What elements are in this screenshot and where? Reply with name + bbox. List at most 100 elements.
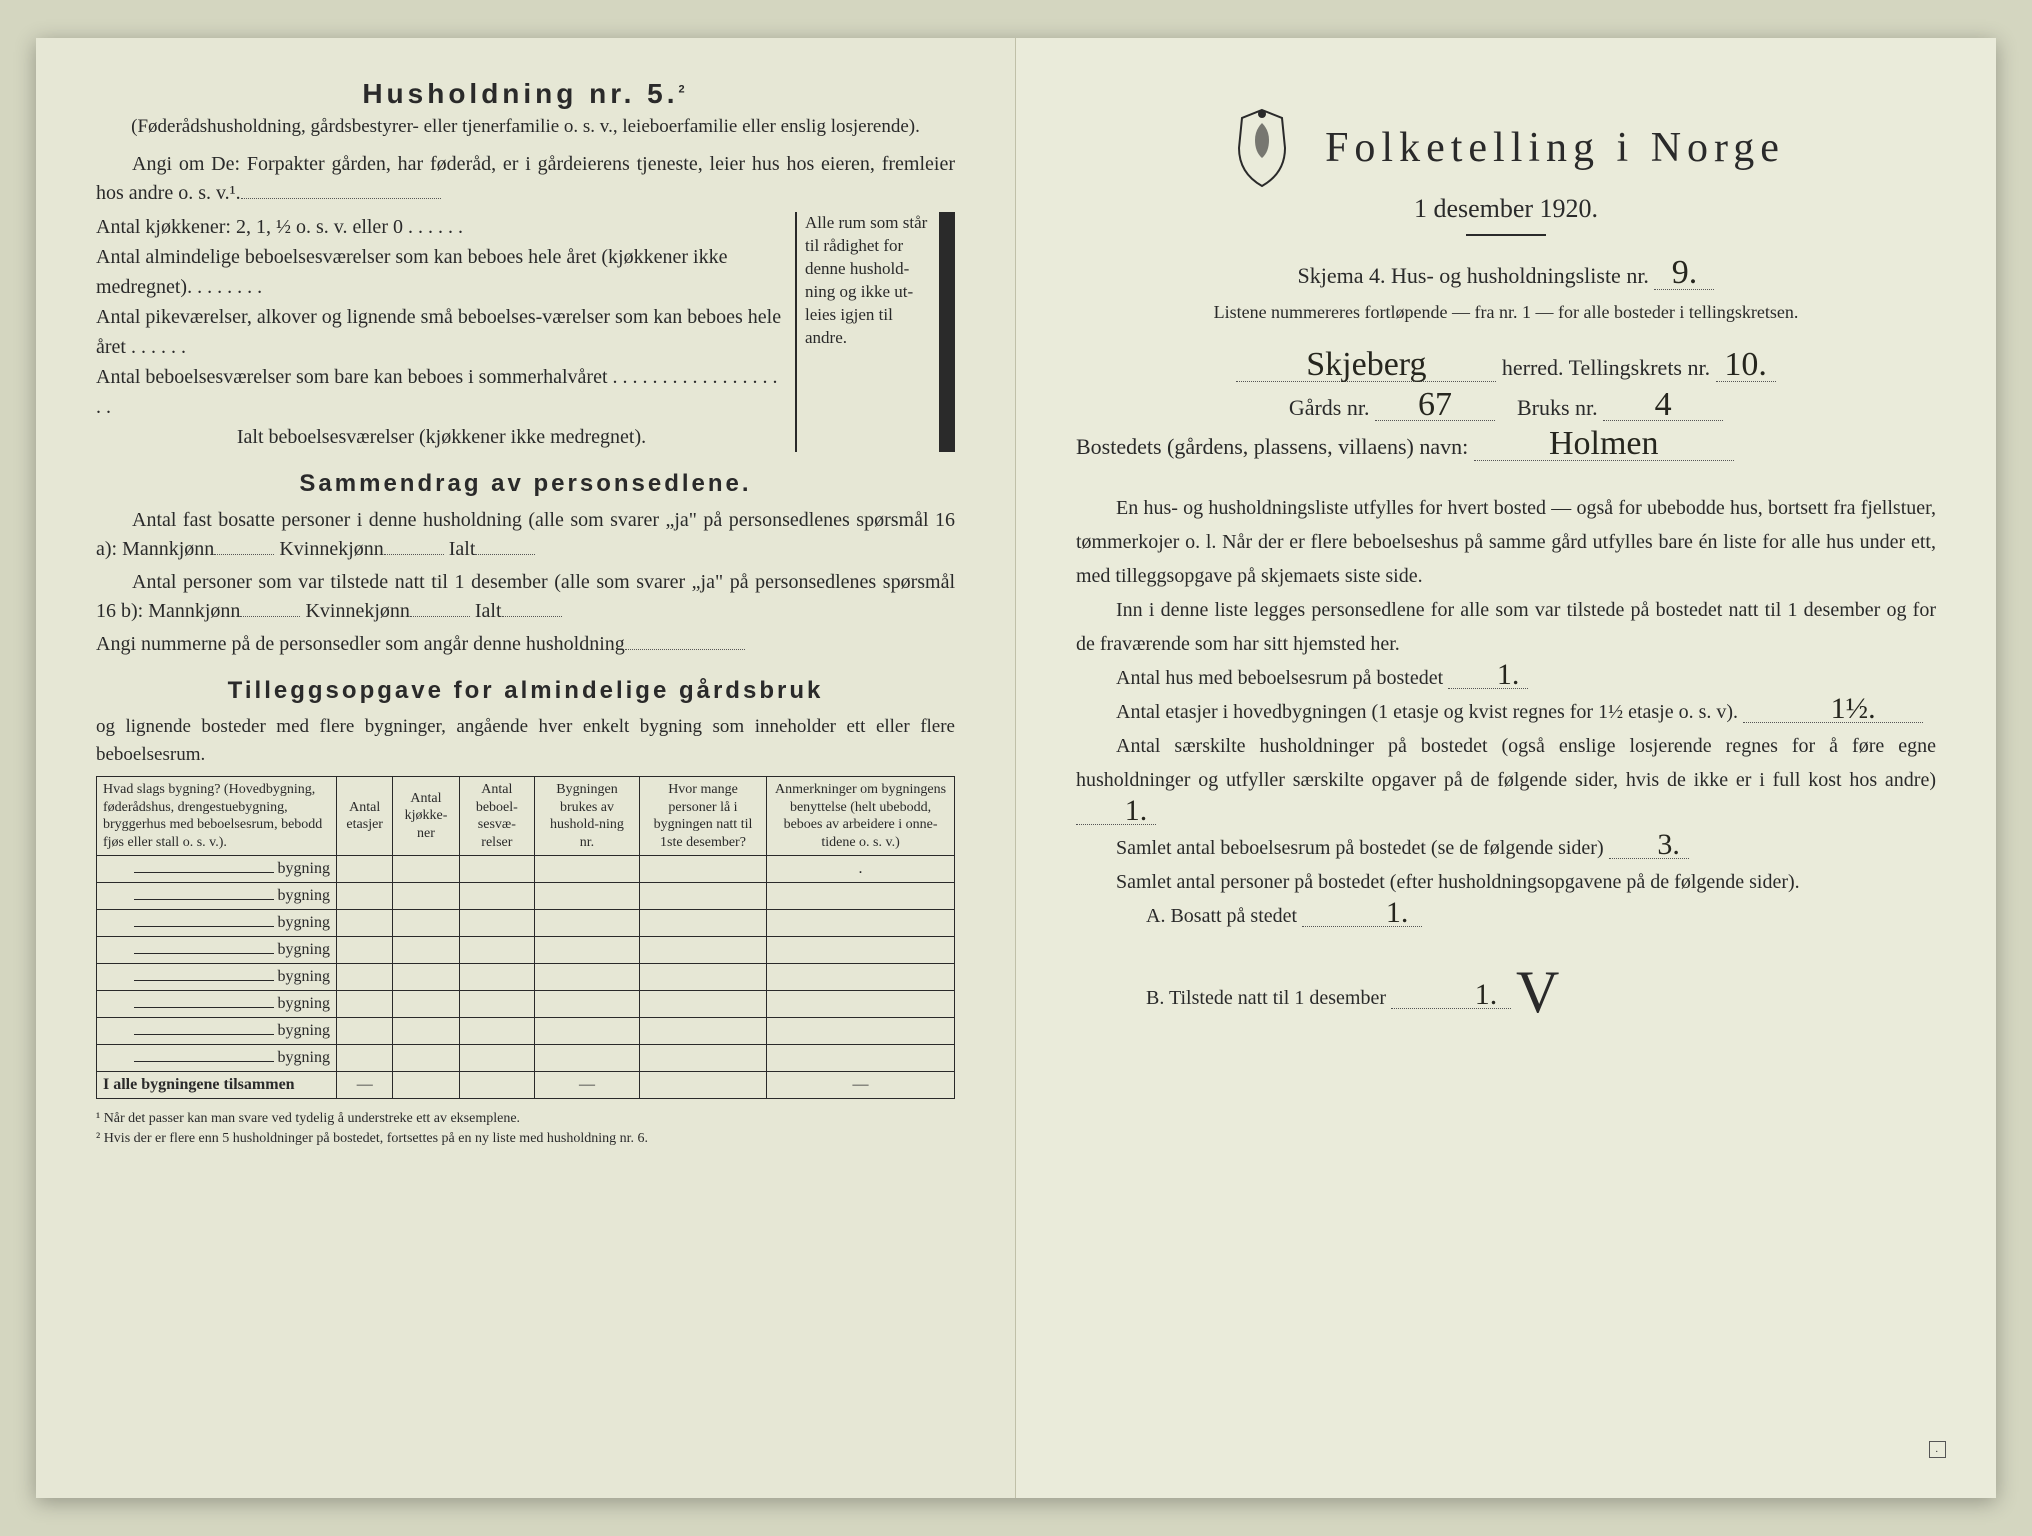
summary-line-2: Antal personer som var tilstede natt til… <box>96 568 955 626</box>
antal-row: Antal pikeværelser, alkover og lignende … <box>96 302 787 362</box>
table-cell <box>337 1045 393 1072</box>
table-cell <box>459 883 535 910</box>
table-cell <box>393 910 459 937</box>
herred-line: Skjeberg herred. Tellingskrets nr. 10. <box>1076 348 1936 388</box>
table-cell <box>337 910 393 937</box>
building-label-cell: bygning <box>97 910 337 937</box>
summary-line-1: Antal fast bosatte personer i denne hush… <box>96 506 955 564</box>
table-cell <box>535 1018 640 1045</box>
building-label-cell: bygning <box>97 964 337 991</box>
table-row: bygning <box>97 1018 955 1045</box>
right-body: En hus- og husholdningsliste utfylles fo… <box>1076 491 1936 1035</box>
table-cell <box>393 937 459 964</box>
table-cell <box>639 1072 766 1099</box>
table-cell <box>767 991 955 1018</box>
antal-row: Antal kjøkkener: 2, 1, ½ o. s. v. eller … <box>96 212 787 242</box>
table-cell <box>393 1072 459 1099</box>
table-cell <box>535 937 640 964</box>
buildings-table: Hvad slags bygning? (Hovedbygning, føder… <box>96 776 955 1099</box>
qB-value: 1. <box>1391 981 1511 1009</box>
herred-value: Skjeberg <box>1236 350 1496 382</box>
table-row: bygning <box>97 883 955 910</box>
listene-note: Listene nummereres fortløpende — fra nr.… <box>1076 296 1936 328</box>
left-subtitle: (Føderådshusholdning, gårdsbestyrer- ell… <box>96 116 955 138</box>
table-cell <box>337 991 393 1018</box>
table-cell <box>459 1045 535 1072</box>
extra-subtitle: og lignende bosteder med flere bygninger… <box>96 713 955 768</box>
table-cell <box>393 883 459 910</box>
building-label-cell: bygning <box>97 991 337 1018</box>
list-nr-value: 9. <box>1654 258 1714 290</box>
building-label-cell: bygning <box>97 937 337 964</box>
table-cell <box>639 1045 766 1072</box>
table-cell <box>393 1018 459 1045</box>
body-para-1: En hus- og husholdningsliste utfylles fo… <box>1076 491 1936 593</box>
antal-row: Antal almindelige beboelsesværelser som … <box>96 242 787 302</box>
building-label-cell: bygning <box>97 856 337 883</box>
table-header: Hvad slags bygning? (Hovedbygning, føder… <box>97 777 337 856</box>
table-cell <box>535 991 640 1018</box>
left-para-angi: Angi om De: Forpakter gården, har føderå… <box>96 150 955 208</box>
q3-value: 1. <box>1076 797 1156 825</box>
table-cell <box>535 910 640 937</box>
q3: Antal særskilte husholdninger på bostede… <box>1076 729 1936 831</box>
table-cell <box>459 1072 535 1099</box>
table-cell <box>767 937 955 964</box>
printer-stamp: . <box>1929 1441 1947 1458</box>
section-summary-heading: Sammendrag av personsedlene. <box>96 470 955 498</box>
antal-row: Antal beboelsesværelser som bare kan beb… <box>96 362 787 422</box>
table-cell <box>639 883 766 910</box>
table-cell <box>767 910 955 937</box>
table-row: bygning <box>97 910 955 937</box>
table-cell <box>393 964 459 991</box>
table-cell <box>767 1045 955 1072</box>
krets-nr-value: 10. <box>1716 350 1776 382</box>
table-cell <box>459 964 535 991</box>
antal-block: Antal kjøkkener: 2, 1, ½ o. s. v. eller … <box>96 212 955 452</box>
table-cell <box>767 1018 955 1045</box>
table-cell <box>337 883 393 910</box>
table-cell: — <box>535 1072 640 1099</box>
antal-brace-text: Alle rum som står til rådighet for denne… <box>795 212 955 452</box>
qA-value: 1. <box>1302 899 1422 927</box>
angi-nummerne: Angi nummerne på de personsedler som ang… <box>96 630 955 659</box>
table-cell <box>337 1018 393 1045</box>
table-cell <box>535 856 640 883</box>
table-header: Hvor mange personer lå i bygningen natt … <box>639 777 766 856</box>
table-row: bygning. <box>97 856 955 883</box>
crest-icon <box>1227 108 1297 188</box>
building-label-cell: bygning <box>97 1018 337 1045</box>
section-extra-heading: Tilleggsopgave for almindelige gårdsbruk <box>96 677 955 705</box>
footnotes: ¹ Når det passer kan man svare ved tydel… <box>96 1109 955 1148</box>
left-page: Husholdning nr. 5.2 (Føderådshusholdning… <box>36 38 1016 1498</box>
building-label-cell: bygning <box>97 883 337 910</box>
table-cell <box>639 856 766 883</box>
q2: Antal etasjer i hovedbygningen (1 etasje… <box>1076 695 1936 729</box>
table-cell <box>459 991 535 1018</box>
bosted-value: Holmen <box>1474 429 1734 461</box>
table-cell <box>459 856 535 883</box>
table-header: Antal kjøkke-ner <box>393 777 459 856</box>
table-header: Antal etasjer <box>337 777 393 856</box>
table-cell <box>639 1018 766 1045</box>
table-row: bygning <box>97 991 955 1018</box>
checkmark-icon: V <box>1516 959 1559 1025</box>
table-cell <box>459 1018 535 1045</box>
table-cell: — <box>767 1072 955 1099</box>
table-cell <box>767 964 955 991</box>
census-title: Folketelling i Norge <box>1325 124 1785 172</box>
q5: Samlet antal personer på bostedet (efter… <box>1076 865 1936 899</box>
qB: B. Tilstede natt til 1 desember 1. V <box>1076 933 1936 1035</box>
footnote: ¹ Når det passer kan man svare ved tydel… <box>96 1109 955 1129</box>
table-cell: . <box>767 856 955 883</box>
antal-row: Ialt beboelsesværelser (kjøkkener ikke m… <box>96 422 787 452</box>
table-cell <box>393 991 459 1018</box>
table-cell <box>337 937 393 964</box>
table-row: bygning <box>97 964 955 991</box>
table-row: bygning <box>97 937 955 964</box>
table-header: Bygningen brukes av hushold-ning nr. <box>535 777 640 856</box>
document-spread: Husholdning nr. 5.2 (Føderådshusholdning… <box>36 38 1996 1498</box>
body-para-2: Inn i denne liste legges personsedlene f… <box>1076 593 1936 661</box>
table-cell <box>639 937 766 964</box>
q1: Antal hus med beboelsesrum på bostedet 1… <box>1076 661 1936 695</box>
